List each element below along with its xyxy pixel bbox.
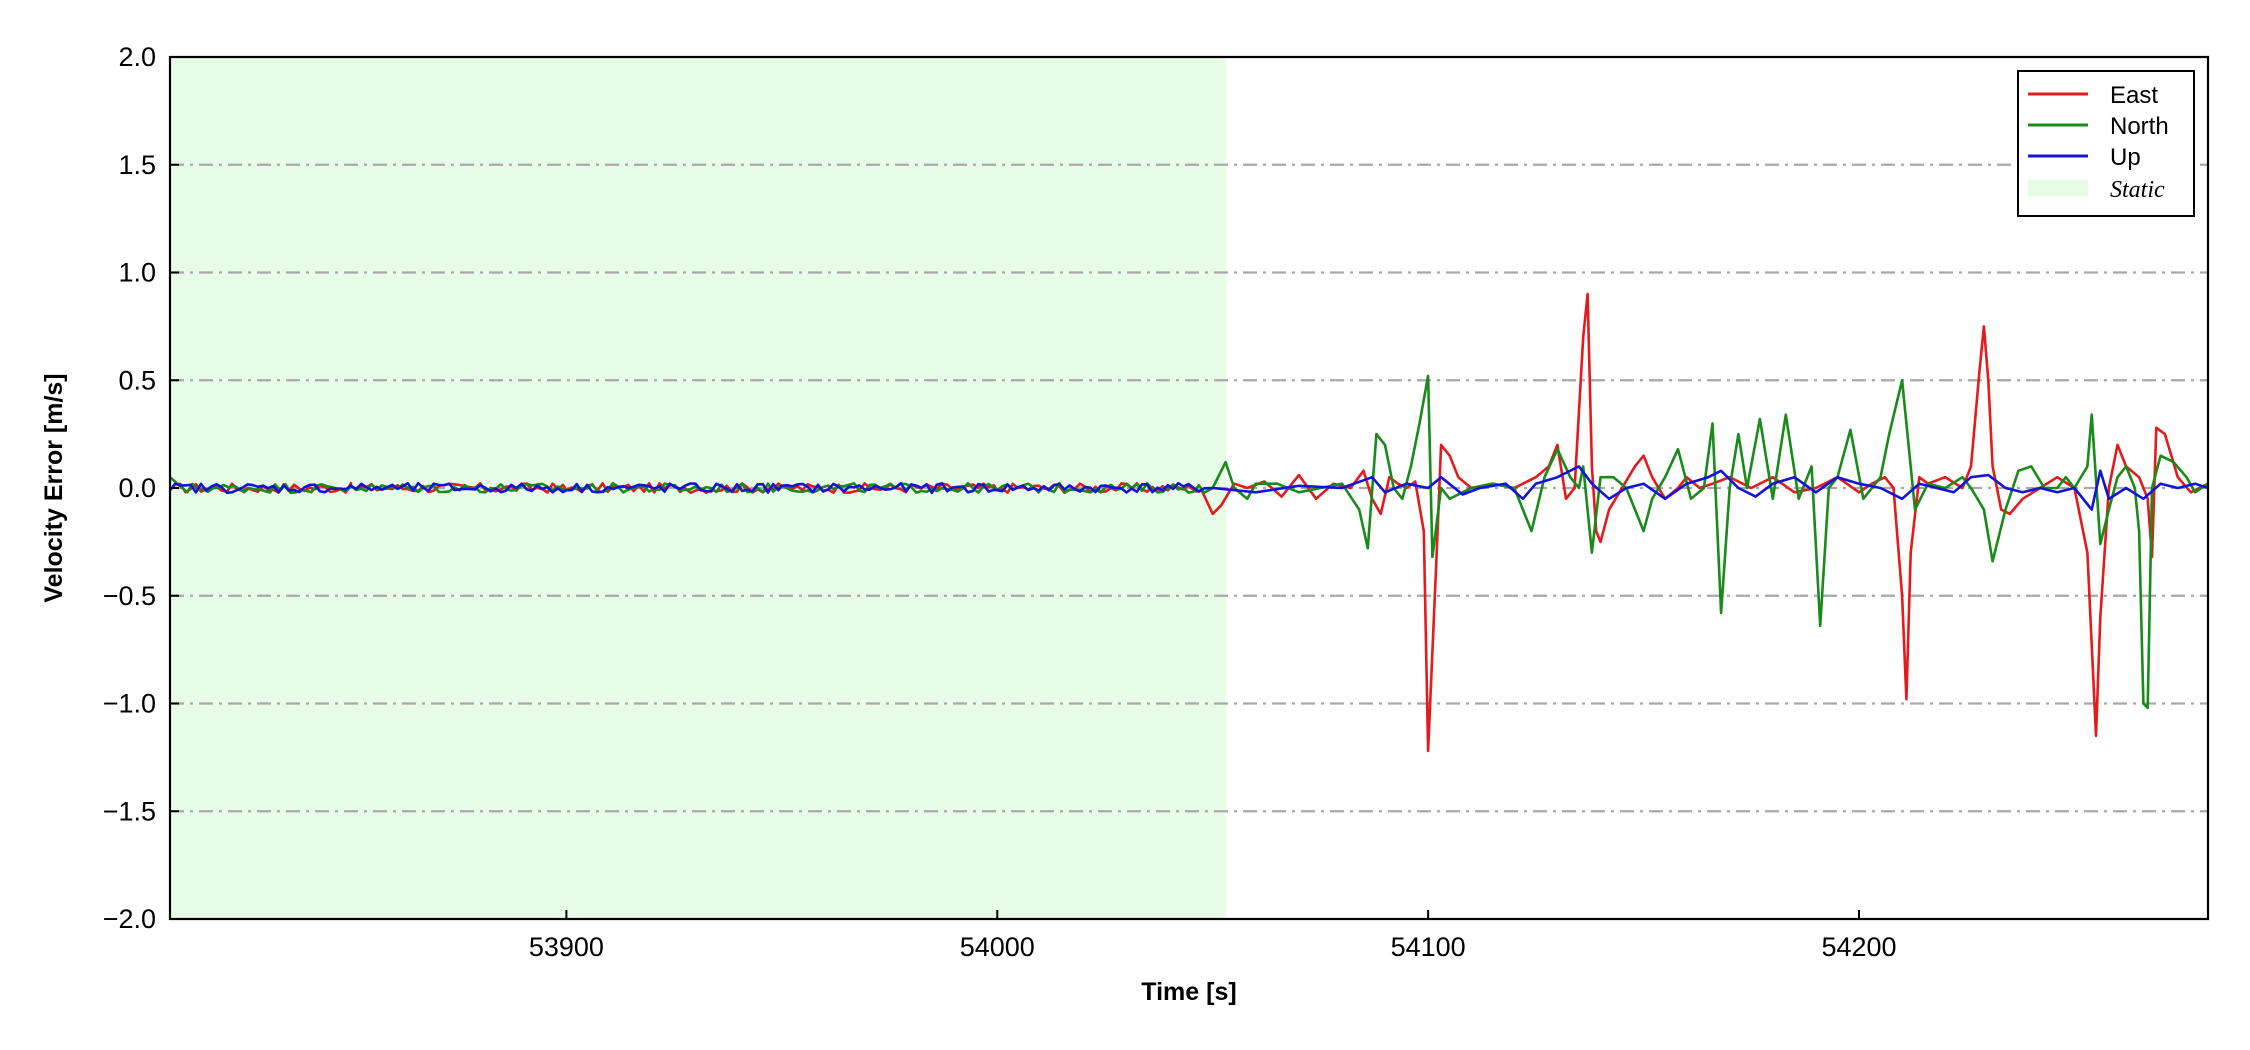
- y-tick-label: −2.0: [103, 904, 156, 934]
- y-tick-label: 1.5: [118, 150, 156, 180]
- legend-swatch-static: [2028, 180, 2088, 196]
- x-tick-label: 54100: [1391, 932, 1466, 962]
- y-axis-label: Velocity Error [m/s]: [40, 373, 68, 602]
- x-axis-label: Time [s]: [1141, 978, 1236, 1006]
- series-layer: [170, 292, 2208, 753]
- series-line-up: [170, 465, 2208, 511]
- y-tick-label: −0.5: [103, 581, 156, 611]
- legend-label-up: Up: [2110, 144, 2141, 171]
- y-tick-label: 0.5: [118, 365, 156, 395]
- x-tick-label: 53900: [529, 932, 604, 962]
- y-tick-label: 1.0: [118, 258, 156, 288]
- x-tick-label: 54200: [1821, 932, 1896, 962]
- series-line-north: [170, 374, 2208, 710]
- legend: East North Up Static: [2017, 70, 2195, 217]
- legend-label-static: Static: [2110, 177, 2165, 203]
- x-tick-label: 54000: [960, 932, 1035, 962]
- y-tick-label: 2.0: [118, 42, 156, 72]
- y-tick-label: −1.0: [103, 689, 156, 719]
- legend-label-east: East: [2110, 82, 2158, 109]
- x-axis-ticks: 53900 54000 54100 54200: [529, 910, 1897, 962]
- legend-label-north: North: [2110, 113, 2169, 140]
- y-axis-ticks: −2.0 −1.5 −1.0 −0.5 0.0 0.5 1.0 1.5 2.0: [103, 42, 179, 934]
- y-tick-label: −1.5: [103, 796, 156, 826]
- y-tick-label: 0.0: [118, 473, 156, 503]
